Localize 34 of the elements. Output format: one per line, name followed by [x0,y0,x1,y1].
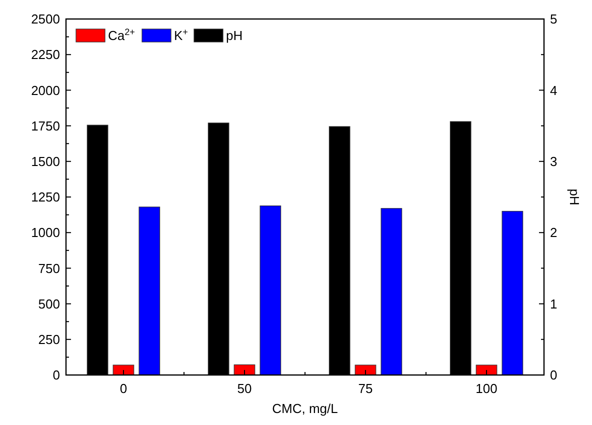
y-tick-label: 500 [38,296,60,312]
legend-label: K$^{+}$ [174,27,188,43]
y2-tick-label: 5 [550,12,558,27]
y-tick-label: 750 [38,260,60,276]
bar [380,208,402,376]
legend-label: Ca$^{2+}$ [108,27,135,43]
x-tick-label: 100 [476,381,498,396]
y-tick-label: 2000 [31,82,60,98]
x-axis-title: CMC, mg/L [272,401,338,416]
bar [260,206,282,376]
y-tick-label: 0 [52,368,60,383]
y-tick-label: 1750 [31,118,60,134]
bar [138,206,160,376]
bar [502,210,524,376]
y2-tick-label: 2 [550,225,558,240]
y-tick-label: 1500 [31,154,60,169]
x-tick-label: 50 [237,381,252,396]
bar [354,364,376,376]
y-tick-label: 2500 [31,12,60,27]
bar [234,364,256,376]
y2-tick-label: 1 [550,296,558,312]
bar [112,364,134,376]
y2-tick-label: 3 [550,154,558,169]
y2-tick-label: 4 [550,82,558,98]
y-tick-label: 1000 [31,225,60,240]
y2-axis-title: pH [567,188,582,206]
y2-tick-label: 0 [550,368,558,383]
bar [476,364,498,376]
x-tick-label: 75 [358,381,373,396]
y-tick-label: 1250 [31,190,60,205]
y-tick-label: 2250 [31,47,60,62]
y-tick-label: 250 [38,332,60,347]
x-tick-label: 0 [120,381,128,396]
legend-label: pH [226,28,243,43]
